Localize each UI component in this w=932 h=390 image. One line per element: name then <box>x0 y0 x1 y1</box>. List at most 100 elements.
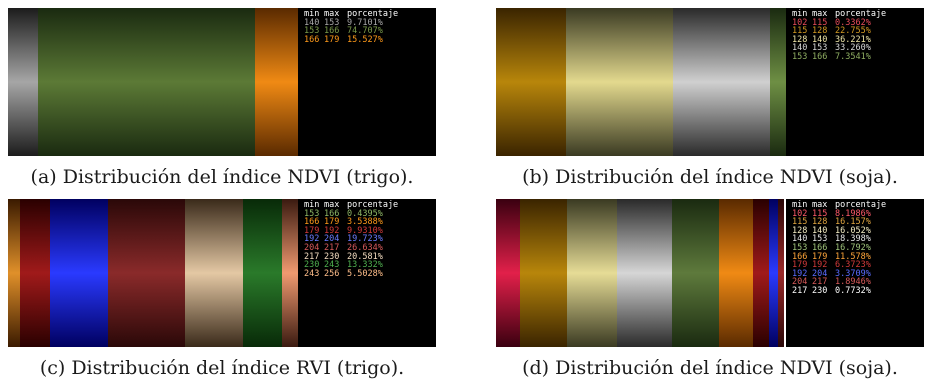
legend-row: 128 140 36.221% <box>792 36 922 45</box>
figure-a: min max porcentaje 140 153 9.7101% 153 166 74… <box>8 8 436 156</box>
percentage: 3.5388% <box>347 217 383 228</box>
range-min: 204 <box>304 242 320 253</box>
range-min: 166 <box>304 34 320 45</box>
range-max: 192 <box>324 225 340 236</box>
band-2 <box>566 8 673 156</box>
legend-header: min max porcentaje <box>304 10 434 19</box>
band-2 <box>20 199 50 347</box>
figure-d: min max porcentaje 102 115 8.1986% 115 128 16… <box>496 199 924 347</box>
range-max: 230 <box>324 251 340 262</box>
legend-row: 140 153 9.7101% <box>304 17 434 28</box>
band-2 <box>520 199 567 347</box>
range-max: 115 <box>812 208 828 219</box>
percentage: 0.3362% <box>835 17 871 28</box>
legend: min max porcentaje 140 153 9.7101% 153 166 74… <box>304 10 434 44</box>
band-4 <box>770 8 786 156</box>
range-min: 153 <box>792 242 808 253</box>
caption: (d) Distribución del índice NDVI (soja). <box>522 357 898 379</box>
range-min: 128 <box>792 34 808 45</box>
range-max: 140 <box>812 34 828 45</box>
legend-header: min max porcentaje <box>792 201 922 210</box>
percentage: 16.792% <box>835 242 871 253</box>
band-4 <box>617 199 672 347</box>
range-max: 166 <box>324 26 340 37</box>
header-pct: porcentaje <box>347 200 399 210</box>
caption: (b) Distribución del índice NDVI (soja). <box>522 166 898 188</box>
band-3 <box>673 8 770 156</box>
caption: (a) Distribución del índice NDVI (trigo)… <box>30 166 414 188</box>
percentage: 18.398% <box>835 234 871 245</box>
percentage: 26.634% <box>347 242 383 253</box>
legend-row: 166 179 11.578% <box>792 251 922 262</box>
range-max: 230 <box>812 285 828 296</box>
legend: min max porcentaje 102 115 8.1986% 115 128 16… <box>792 201 922 296</box>
percentage: 11.578% <box>835 251 871 262</box>
legend-row: 153 166 0.4395% <box>304 208 434 219</box>
range-min: 153 <box>792 51 808 62</box>
legend-row: 217 230 0.7732% <box>792 287 922 296</box>
range-min: 153 <box>304 208 320 219</box>
percentage: 6.3723% <box>835 260 871 271</box>
header-pct: porcentaje <box>835 200 887 210</box>
legend-rows: 102 115 0.3362% 115 128 22.755% 128 140 36.221% 1… <box>792 17 922 62</box>
header-pct: porcentaje <box>347 9 399 19</box>
legend-row: 179 192 9.9310% <box>304 227 434 236</box>
band-1 <box>496 8 566 156</box>
legend-row: 192 204 19.723% <box>304 235 434 244</box>
legend-rows: 153 166 0.4395% 166 179 3.5388% 179 192 9.9310% 1… <box>304 208 434 279</box>
percentage: 0.7732% <box>835 285 871 296</box>
percentage: 20.581% <box>347 251 383 262</box>
band-5 <box>185 199 243 347</box>
range-min: 179 <box>792 260 808 271</box>
legend-row: 128 140 16.052% <box>792 227 922 236</box>
range-max: 179 <box>324 217 340 228</box>
band-4 <box>108 199 185 347</box>
range-min: 192 <box>304 234 320 245</box>
header-max: max <box>812 9 828 19</box>
band-9 <box>778 199 784 347</box>
legend-row: 140 153 33.260% <box>792 44 922 53</box>
header-max: max <box>324 9 340 19</box>
range-min: 204 <box>792 277 808 288</box>
percentage: 0.4395% <box>347 208 383 219</box>
range-min: 179 <box>304 225 320 236</box>
range-max: 128 <box>812 26 828 37</box>
band-7 <box>753 199 769 347</box>
percentage: 1.8946% <box>835 277 871 288</box>
legend-row: 140 153 18.398% <box>792 235 922 244</box>
legend-row: 230 243 13.332% <box>304 261 434 270</box>
legend-row: 217 230 20.581% <box>304 251 434 262</box>
range-max: 153 <box>812 43 828 54</box>
range-max: 243 <box>324 260 340 271</box>
legend-rows: 102 115 8.1986% 115 128 16.157% 128 140 16.052% 1… <box>792 208 922 296</box>
range-min: 140 <box>792 234 808 245</box>
header-max: max <box>324 200 340 210</box>
percentage: 33.260% <box>835 43 871 54</box>
range-min: 243 <box>304 268 320 279</box>
color-strip <box>8 199 298 347</box>
color-strip <box>8 8 298 156</box>
legend: min max porcentaje 102 115 0.3362% 115 128 22… <box>792 10 922 62</box>
header-pct: porcentaje <box>835 9 887 19</box>
range-min: 166 <box>792 251 808 262</box>
range-max: 166 <box>812 242 828 253</box>
header-min: min <box>304 9 320 19</box>
percentage: 3.3709% <box>835 268 871 279</box>
range-max: 204 <box>324 234 340 245</box>
legend-header: min max porcentaje <box>304 201 434 210</box>
percentage: 16.157% <box>835 217 871 228</box>
percentage: 36.221% <box>835 34 871 45</box>
range-max: 217 <box>324 242 340 253</box>
range-max: 153 <box>812 234 828 245</box>
range-min: 115 <box>792 217 808 228</box>
range-min: 153 <box>304 26 320 37</box>
legend-row: 153 166 7.3541% <box>792 53 922 62</box>
band-6 <box>719 199 753 347</box>
panel-a: min max porcentaje 140 153 9.7101% 153 166 74… <box>8 8 436 188</box>
band-7 <box>282 199 298 347</box>
percentage: 9.7101% <box>347 17 383 28</box>
band-2 <box>38 8 255 156</box>
percentage: 9.9310% <box>347 225 383 236</box>
panel-d: min max porcentaje 102 115 8.1986% 115 128 16… <box>496 199 924 379</box>
range-min: 102 <box>792 208 808 219</box>
